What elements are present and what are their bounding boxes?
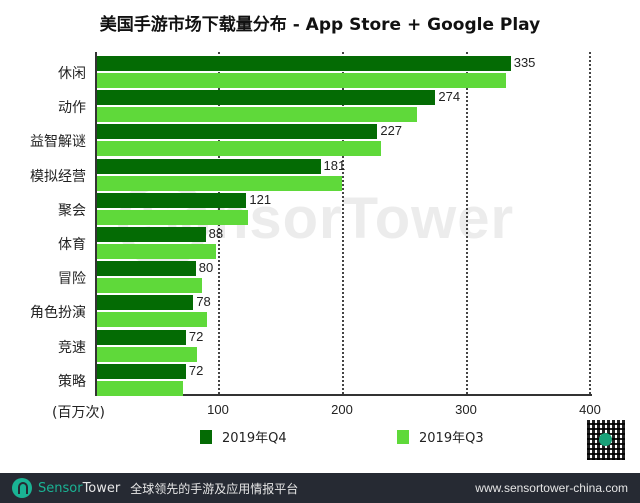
bar-q4 [97,158,321,174]
category-label: 角色扮演 [30,305,86,322]
bar-q4 [97,363,186,379]
y-axis [95,52,97,396]
value-label: 335 [513,55,536,70]
gridline-200 [342,52,344,394]
brand-name-part2: Tower [82,480,121,496]
x-tick-300: 300 [455,402,477,417]
axis-unit-label: (百万次) [52,405,105,421]
bar-q4 [97,124,378,140]
bar-q3 [97,380,184,396]
value-label: 88 [208,226,224,241]
category-label: 竞速 [58,339,86,356]
x-tick-200: 200 [331,402,353,417]
bar-q3 [97,141,382,157]
bar-q3 [97,346,198,362]
category-label: 模拟经营 [30,168,86,185]
sensortower-logo-icon [12,478,32,498]
legend-item-q3: 2019年Q3 [397,427,484,446]
bar-q3 [97,209,248,225]
legend-swatch-q4 [200,429,212,444]
legend-label-q3: 2019年Q3 [419,431,484,446]
value-label: 72 [188,328,204,344]
x-axis [95,394,592,396]
bar-q3 [97,278,202,294]
footer-bar: Sensor Tower 全球领先的手游及应用情报平台 www.sensorto… [0,473,640,503]
bar-q4 [97,329,186,345]
value-label: 80 [198,260,214,276]
bar-q3 [97,175,342,191]
bar-q4 [97,192,247,208]
gridline-400 [589,52,591,394]
value-label: 121 [249,191,272,207]
x-tick-100: 100 [207,402,229,417]
x-tick-400: 400 [579,402,601,417]
chart-title: 美国手游市场下载量分布 - App Store + Google Play [99,15,541,35]
category-label: 动作 [58,100,86,117]
bar-q3 [97,244,216,259]
category-label: 体育 [58,237,86,253]
category-label: 益智解谜 [30,134,86,151]
category-label: 聚会 [58,202,86,219]
value-label: 181 [323,157,346,173]
qr-logo-icon [599,433,612,446]
legend-swatch-q3 [397,429,409,444]
plot-area: 335 274 227 181 121 88 80 78 72 72 [95,52,592,396]
brand-name-part1: Sensor [38,480,83,496]
bar-q4 [97,227,206,242]
value-label: 227 [380,123,403,139]
value-label: 274 [438,89,461,105]
gridline-300 [466,52,468,394]
bar-q4 [97,261,196,277]
legend-item-q4: 2019年Q4 [200,427,287,446]
value-label: 72 [188,362,204,378]
category-label: 策略 [58,373,86,390]
category-label: 冒险 [58,271,86,288]
bar-q4 [97,90,436,106]
value-label: 78 [196,294,211,310]
footer-tagline: 全球领先的手游及应用情报平台 [130,481,299,496]
legend-label-q4: 2019年Q4 [222,431,287,446]
bar-q4 [97,56,511,71]
category-label: 休闲 [58,66,86,82]
footer-url-link[interactable]: www.sensortower-china.com [475,481,628,495]
bar-q3 [97,312,207,328]
bar-q4 [97,295,194,311]
bar-q3 [97,73,506,88]
bar-q3 [97,107,417,123]
